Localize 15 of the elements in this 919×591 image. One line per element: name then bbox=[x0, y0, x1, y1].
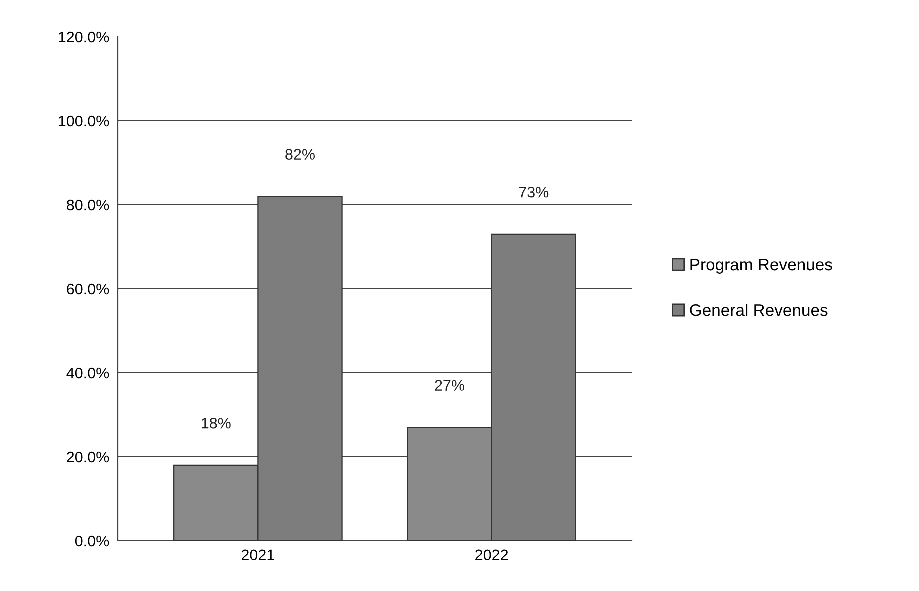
legend-label: General Revenues bbox=[690, 304, 828, 316]
y-tick-label: 0.0% bbox=[75, 536, 110, 547]
y-tick-label: 40.0% bbox=[66, 368, 110, 379]
data-label: 27% bbox=[435, 380, 465, 391]
y-tick-label: 20.0% bbox=[67, 452, 110, 463]
x-tick-label: 2022 bbox=[476, 550, 508, 561]
legend-label: Program Revenues bbox=[690, 259, 832, 274]
y-tick-label: 100.0% bbox=[59, 116, 110, 127]
y-tick-label: 120.0% bbox=[59, 32, 110, 43]
y-tick-label: 80.0% bbox=[67, 200, 110, 211]
data-label: 18% bbox=[202, 418, 231, 429]
data-label: 82% bbox=[286, 149, 315, 160]
x-tick-label: 2021 bbox=[242, 550, 274, 561]
data-label: 73% bbox=[519, 186, 549, 198]
y-tick-label: 60.0% bbox=[67, 284, 110, 295]
